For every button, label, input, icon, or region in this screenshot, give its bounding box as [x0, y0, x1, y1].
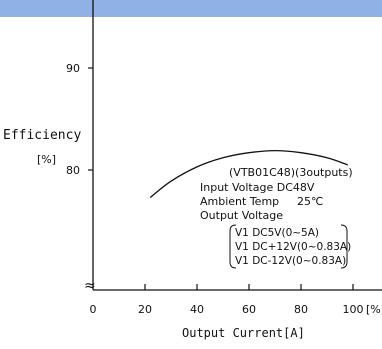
output-list-right-bracket [340, 224, 348, 269]
output-list-left-bracket [229, 224, 237, 269]
ambient-temp-annotation: Ambient Temp [200, 195, 279, 208]
efficiency-curve [149, 149, 349, 199]
x-tick-label-80: 80 [294, 303, 308, 316]
x-tick-label-20: 20 [138, 303, 152, 316]
model-annotation: (VTB01C48)(3outputs) [229, 166, 353, 179]
y-ticks: 80 90 [66, 62, 93, 177]
y-axis-unit: [%] [37, 153, 56, 166]
output-item-3: V1 DC-12V(0~0.83A) [235, 255, 346, 267]
input-voltage-annotation: Input Voltage DC48V [200, 181, 315, 194]
output-item-2: V1 DC+12V(0~0.83A) [235, 241, 351, 253]
output-item-1: V1 DC5V(0~5A) [235, 227, 319, 239]
y-tick-label-80: 80 [66, 164, 80, 177]
y-tick-label-90: 90 [66, 62, 80, 75]
x-tick-label-60: 60 [242, 303, 256, 316]
x-unit-suffix: [%] [366, 303, 382, 316]
y-axis-label: Efficiency [3, 128, 81, 143]
x-tick-label-0: 0 [90, 303, 97, 316]
x-tick-label-40: 40 [190, 303, 204, 316]
top-band [0, 0, 382, 17]
axis-break-marker: ≈ [84, 278, 96, 294]
ambient-temp-value: 25℃ [297, 195, 323, 208]
output-voltage-annotation: Output Voltage [200, 209, 283, 222]
x-axis-label: Output Current[A] [182, 326, 305, 340]
x-ticks: 0 20 40 60 80 100[%] [90, 284, 382, 316]
x-tick-label-100: 100 [343, 303, 364, 316]
